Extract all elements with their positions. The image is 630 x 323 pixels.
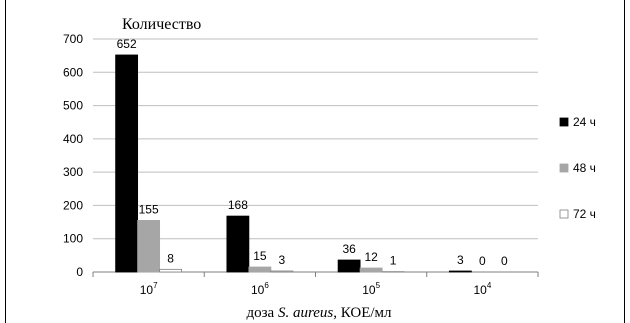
bar [248, 266, 272, 273]
data-label: 168 [228, 198, 248, 212]
bar [159, 268, 183, 273]
y-tick-label: 200 [63, 198, 83, 212]
data-label: 652 [117, 37, 137, 51]
y-tick-label: 400 [63, 132, 83, 146]
y-tick-label: 600 [63, 65, 83, 79]
legend-swatch [559, 163, 569, 173]
legend-swatch [559, 209, 569, 219]
y-tick-label: 500 [63, 99, 83, 113]
x-tick-label: 107 [140, 281, 158, 297]
legend-swatch [559, 117, 569, 127]
y-tick-label: 300 [63, 165, 83, 179]
bar [359, 267, 383, 273]
bar [337, 259, 361, 273]
bar [270, 270, 294, 273]
legend-label: 24 ч [573, 115, 596, 129]
x-tick-label: 104 [473, 281, 491, 297]
bar [137, 220, 161, 273]
data-label: 12 [364, 250, 378, 264]
y-tick-label: 700 [63, 32, 83, 46]
y-tick-label: 100 [63, 232, 83, 246]
bar [448, 270, 472, 273]
legend-label: 48 ч [573, 161, 596, 175]
data-label: 3 [279, 253, 286, 267]
data-label: 0 [501, 254, 508, 268]
x-axis-title-prefix: доза [246, 305, 277, 321]
data-label: 36 [342, 242, 356, 256]
data-label: 1 [390, 254, 397, 268]
x-tick-label: 105 [362, 281, 380, 297]
data-label: 0 [479, 254, 486, 268]
x-axis-title-units: , КОЕ/мл [333, 305, 392, 321]
chart-frame [5, 0, 625, 323]
data-label: 15 [253, 249, 267, 263]
data-label: 8 [167, 251, 174, 265]
x-tick-label: 106 [251, 281, 269, 297]
bar [115, 54, 139, 273]
data-label: 3 [457, 253, 464, 267]
y-axis-title: Количество [122, 16, 201, 33]
legend-label: 72 ч [573, 207, 596, 221]
x-axis-title: доза S. aureus, КОЕ/мл [246, 305, 392, 321]
bar [226, 215, 250, 273]
y-tick-label: 0 [76, 265, 83, 279]
x-axis-title-species: S. aureus [278, 305, 333, 321]
data-label: 155 [139, 202, 159, 216]
